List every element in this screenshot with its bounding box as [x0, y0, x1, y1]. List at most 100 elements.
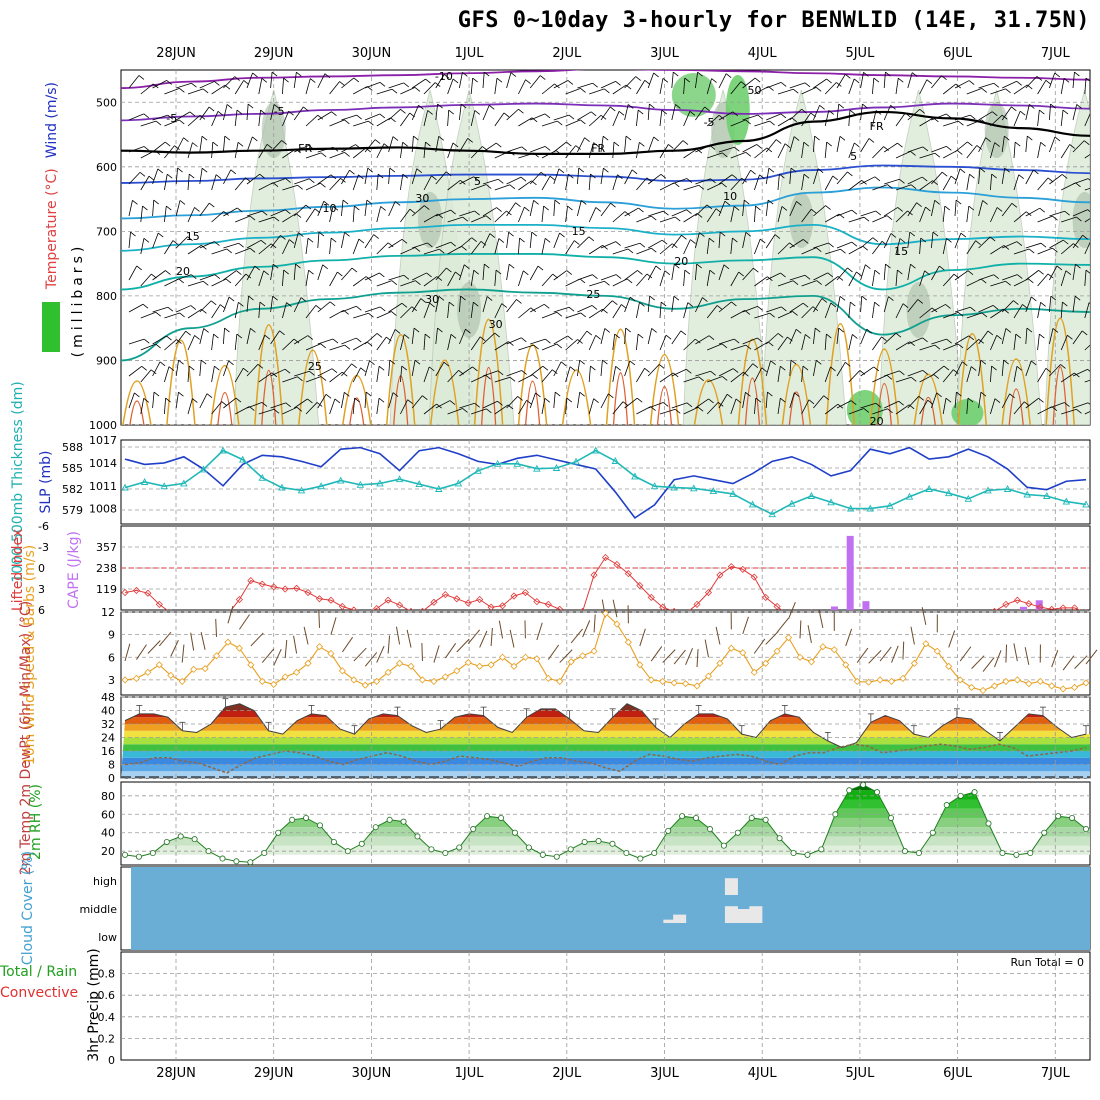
thickness-marker: [572, 457, 580, 465]
wind-barb-flag: [743, 371, 749, 377]
wind-barb-flag: [604, 280, 610, 286]
wind-barb-flag: [592, 82, 598, 88]
wind-barb-flag: [185, 330, 191, 336]
wind-barb-flag: [624, 211, 631, 216]
wind-barb: [246, 328, 251, 345]
wind-barb: [435, 136, 440, 153]
thickness-marker: [1043, 492, 1051, 499]
wind-barb-flag: [1004, 167, 1010, 173]
wind-barb-flag: [164, 141, 171, 147]
wind-barb-flag: [380, 206, 386, 211]
temp-band: [121, 737, 1090, 745]
wind-barb: [671, 72, 674, 89]
rh-high-area: [984, 102, 1009, 158]
wind-barb-flag: [320, 182, 326, 188]
wind-speed-marker: [510, 662, 518, 670]
wind-barb: [1085, 649, 1098, 665]
thickness-marker: [140, 478, 149, 485]
wind-barb: [777, 88, 794, 95]
contour-label: 25: [308, 360, 322, 373]
wind-barb: [978, 392, 982, 409]
wind-speed-marker: [945, 662, 953, 670]
wind-barb: [695, 398, 709, 409]
isotherm-line: [121, 70, 1090, 89]
wind-barb: [317, 301, 331, 313]
wind-barb-flag: [533, 344, 539, 350]
wind-barb: [199, 360, 202, 377]
wind-speed-marker: [521, 653, 529, 661]
wind-barb: [352, 367, 361, 383]
wind-barb-flag: [1075, 182, 1081, 188]
wind-barb-flag: [851, 209, 858, 215]
wind-barb-flag: [580, 119, 586, 125]
li-marker: [441, 591, 449, 599]
rh-marker: [720, 842, 727, 849]
wind-barb: [600, 81, 616, 89]
wind-barb-flag: [745, 391, 751, 397]
wind-barb: [754, 276, 768, 287]
wind-barb: [411, 168, 418, 185]
wind-barb-flag: [320, 376, 327, 381]
wind-barb-flag: [910, 263, 916, 269]
thickness-marker: [768, 510, 776, 518]
wind-barb-flag: [1063, 77, 1070, 83]
wind-barb: [636, 302, 640, 319]
wind-barb: [433, 645, 440, 663]
wind-barb: [824, 366, 831, 383]
cloud-layer-label: low: [98, 931, 117, 944]
wind-barb-flag: [247, 103, 254, 109]
wind-barb: [270, 296, 274, 313]
wind-barb: [978, 330, 989, 345]
wind-barb: [942, 273, 955, 287]
wind-barb-flag: [1082, 234, 1088, 240]
wind-barb-flag: [626, 278, 633, 284]
wind-barb: [577, 360, 581, 377]
wind-barb-flag: [509, 184, 516, 190]
precip-legend-convective: Convective: [0, 985, 78, 1001]
wind-barb-flag: [485, 215, 492, 221]
wind-barb-flag: [445, 171, 452, 177]
wind-barb-flag: [498, 238, 505, 243]
wind-barb: [293, 398, 308, 409]
wind-barb: [270, 264, 274, 281]
wind-barb-flag: [148, 175, 155, 181]
wind-barb-flag: [899, 238, 906, 243]
wind-barb: [376, 366, 380, 383]
wind-barb-flag: [383, 143, 390, 149]
wind-barb-flag: [187, 236, 193, 242]
wind-barb-flag: [212, 141, 219, 147]
li-marker: [132, 586, 141, 594]
wind-barb-flag: [980, 278, 987, 284]
wind-barb: [706, 238, 710, 255]
wind-barb: [284, 640, 288, 659]
wind-barb: [588, 366, 591, 383]
wind-barb-flag: [540, 171, 547, 177]
wind-barb-flag: [941, 171, 948, 177]
wind-barb-flag: [955, 199, 962, 205]
wind-barb: [250, 632, 264, 647]
wind-barb-flag: [625, 327, 631, 333]
wind-barb: [1013, 211, 1027, 223]
wind-barb: [553, 392, 556, 409]
wind-barb-flag: [524, 206, 530, 212]
wind-barb-flag: [1039, 109, 1045, 115]
wind-barb: [199, 241, 215, 249]
wind-speed-marker: [922, 640, 930, 648]
wind-barb: [966, 312, 983, 319]
wind-barb-flag: [392, 136, 399, 141]
rh-marker: [748, 814, 755, 821]
wind-barb-flag: [792, 311, 798, 316]
wind-barb: [518, 180, 532, 191]
wind-barb: [541, 343, 557, 351]
wind-barb: [140, 343, 156, 351]
wind-barb-flag: [1054, 136, 1061, 142]
rh-marker: [874, 789, 881, 796]
wind-barb-flag: [331, 111, 337, 117]
wind-barb: [435, 209, 451, 217]
wind-barb: [695, 232, 700, 249]
wind-barb: [966, 88, 982, 95]
wind-barb: [128, 303, 144, 313]
wind-barb-flag: [166, 205, 172, 211]
wind-barb-flag: [474, 210, 480, 216]
temp-band: [121, 697, 1090, 704]
